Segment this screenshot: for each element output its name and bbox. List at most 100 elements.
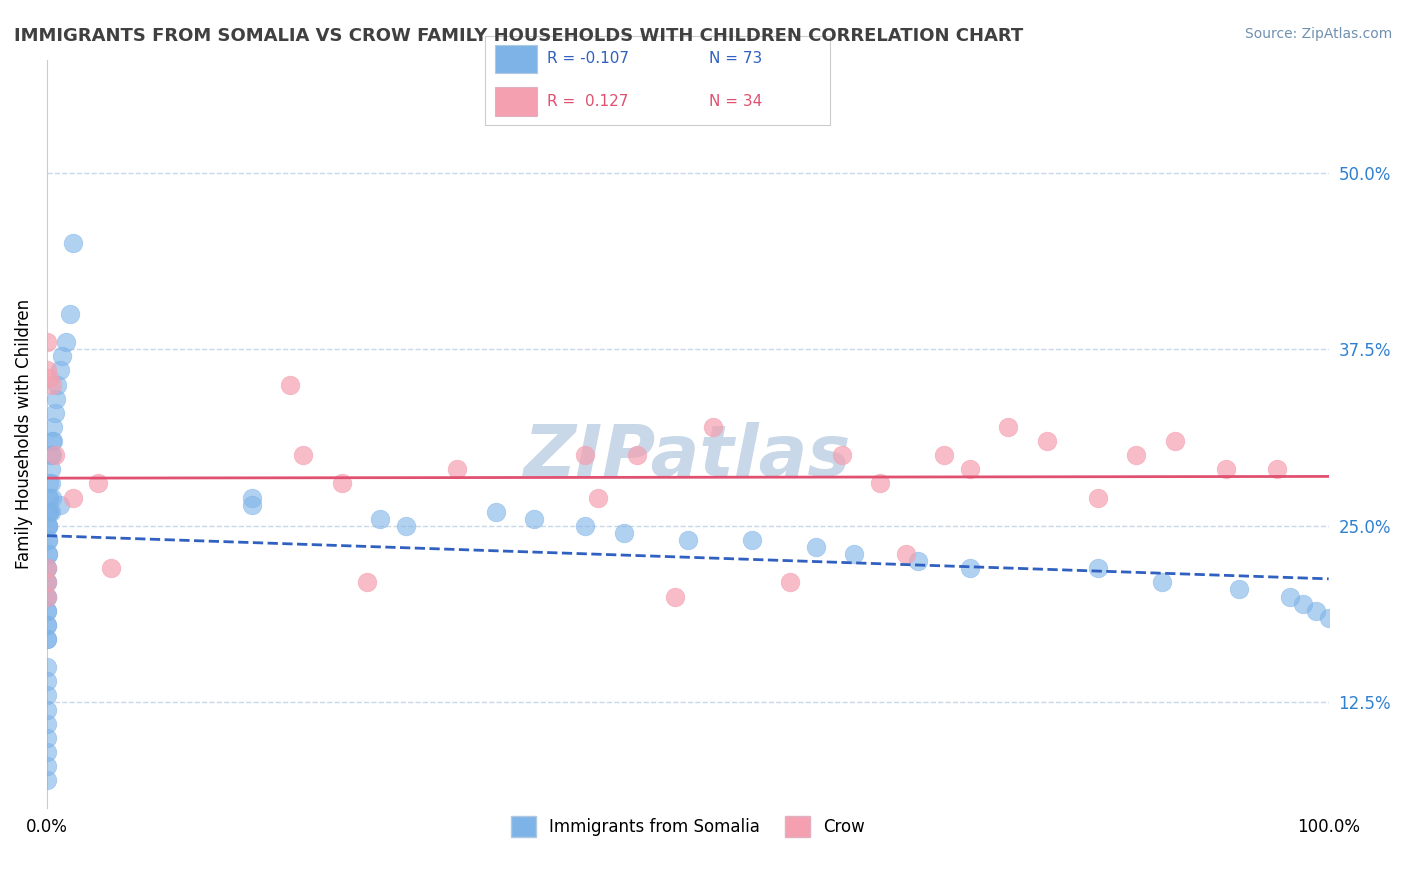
Point	[1150, 575, 1173, 590]
Point	[39, 505, 62, 519]
Point	[1267, 462, 1289, 476]
Point	[804, 540, 827, 554]
Point	[626, 448, 648, 462]
Point	[35, 745, 58, 759]
Point	[35, 561, 58, 575]
Point	[869, 476, 891, 491]
Point	[368, 512, 391, 526]
Point	[1317, 610, 1340, 624]
Point	[48, 498, 70, 512]
Point	[959, 561, 981, 575]
Point	[37, 505, 59, 519]
FancyBboxPatch shape	[495, 45, 537, 73]
Point	[574, 519, 596, 533]
Point	[37, 519, 59, 533]
Point	[35, 575, 58, 590]
Point	[35, 561, 58, 575]
Point	[37, 547, 59, 561]
Point	[62, 491, 84, 505]
Point	[741, 533, 763, 547]
Point	[1035, 434, 1057, 448]
Point	[38, 370, 60, 384]
Point	[38, 491, 60, 505]
Text: N = 34: N = 34	[709, 95, 762, 109]
Point	[35, 617, 58, 632]
Point	[844, 547, 866, 561]
Point	[38, 505, 60, 519]
Point	[894, 547, 917, 561]
Point	[959, 462, 981, 476]
Point	[37, 547, 59, 561]
Point	[1227, 582, 1250, 597]
Point	[87, 476, 110, 491]
Text: ZIPatlas: ZIPatlas	[524, 422, 852, 491]
Point	[39, 462, 62, 476]
Point	[35, 335, 58, 350]
Point	[100, 561, 122, 575]
Point	[35, 363, 58, 377]
Point	[1164, 434, 1187, 448]
Point	[586, 491, 609, 505]
Point	[702, 420, 724, 434]
Point	[38, 505, 60, 519]
Legend: Immigrants from Somalia, Crow: Immigrants from Somalia, Crow	[502, 808, 873, 845]
Point	[1125, 448, 1147, 462]
Point	[240, 491, 263, 505]
Point	[35, 617, 58, 632]
Point	[44, 448, 66, 462]
Point	[38, 476, 60, 491]
Point	[35, 759, 58, 773]
Point	[35, 604, 58, 618]
Point	[280, 377, 302, 392]
Point	[39, 476, 62, 491]
Text: IMMIGRANTS FROM SOMALIA VS CROW FAMILY HOUSEHOLDS WITH CHILDREN CORRELATION CHAR: IMMIGRANTS FROM SOMALIA VS CROW FAMILY H…	[14, 27, 1024, 45]
Point	[446, 462, 468, 476]
Point	[292, 448, 315, 462]
Point	[330, 476, 353, 491]
Point	[42, 434, 65, 448]
Point	[35, 575, 58, 590]
Point	[484, 505, 506, 519]
Point	[41, 448, 63, 462]
Point	[395, 519, 418, 533]
Point	[613, 525, 636, 540]
Point	[997, 420, 1019, 434]
Point	[55, 335, 77, 350]
Point	[41, 377, 63, 392]
Point	[51, 349, 73, 363]
Y-axis label: Family Households with Children: Family Households with Children	[15, 299, 32, 569]
Point	[35, 632, 58, 646]
Point	[907, 554, 929, 568]
Point	[574, 448, 596, 462]
Point	[37, 533, 59, 547]
Point	[1305, 604, 1327, 618]
Point	[46, 377, 69, 392]
Point	[356, 575, 378, 590]
Text: Source: ZipAtlas.com: Source: ZipAtlas.com	[1244, 27, 1392, 41]
Point	[41, 434, 63, 448]
Point	[35, 702, 58, 716]
Point	[44, 406, 66, 420]
Point	[39, 448, 62, 462]
Point	[35, 590, 58, 604]
FancyBboxPatch shape	[495, 87, 537, 116]
Point	[35, 660, 58, 674]
Point	[240, 498, 263, 512]
Point	[37, 519, 59, 533]
Point	[59, 307, 82, 321]
Point	[35, 716, 58, 731]
Point	[35, 731, 58, 745]
Point	[1087, 491, 1109, 505]
Point	[1087, 561, 1109, 575]
Point	[664, 590, 686, 604]
Point	[35, 590, 58, 604]
Point	[932, 448, 955, 462]
Point	[1215, 462, 1237, 476]
Point	[35, 575, 58, 590]
Text: R = -0.107: R = -0.107	[547, 52, 628, 66]
Point	[35, 590, 58, 604]
Point	[37, 533, 59, 547]
Point	[35, 632, 58, 646]
Point	[831, 448, 853, 462]
Point	[45, 392, 67, 406]
